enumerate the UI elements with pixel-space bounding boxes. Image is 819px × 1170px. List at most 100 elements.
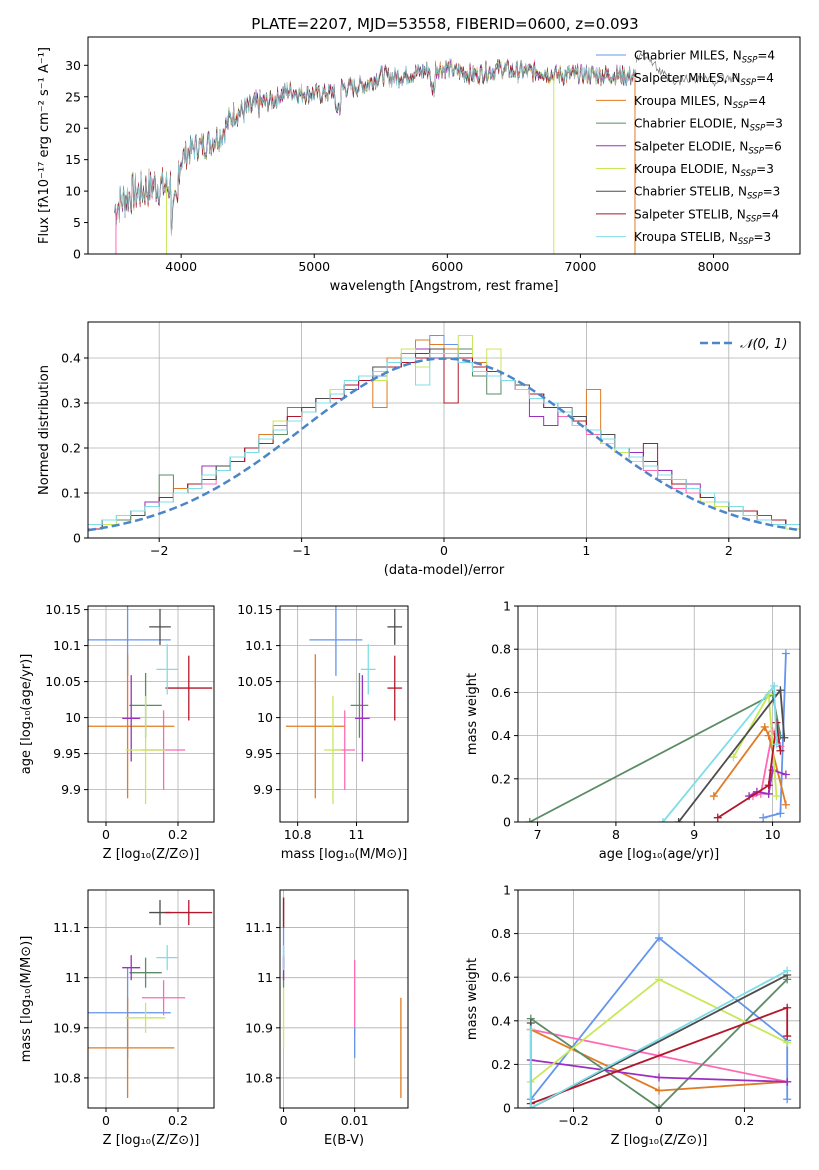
- weight-marker: [776, 746, 785, 755]
- weight-marker: [783, 1003, 792, 1012]
- legend-text: Chabrier MILES, N: [634, 49, 742, 63]
- x-tick-label: 6000: [431, 259, 463, 274]
- y-axis-label: mass weight: [465, 958, 480, 1040]
- y-tick-label: 0: [73, 247, 81, 262]
- y-tick-label: 0.6: [491, 970, 511, 985]
- y-tick-label: 0.4: [61, 351, 81, 366]
- x-tick-label: 4000: [165, 259, 197, 274]
- legend-suffix: =6: [764, 139, 782, 153]
- mass-vs-extinction-panel: 0 0.01 10.8 10.9 11 11.1 E(B-V): [245, 889, 409, 1148]
- weight-marker: [655, 1104, 663, 1108]
- histogram-step: [88, 353, 800, 538]
- legend-label: Kroupa MILES, NSSP=4: [634, 94, 766, 111]
- y-tick-label: 0.4: [491, 1013, 511, 1028]
- axes-frame: [517, 605, 801, 823]
- legend-text: Kroupa MILES, N: [634, 94, 733, 108]
- y-tick-label: 1: [503, 599, 511, 614]
- weight-marker: [772, 740, 781, 749]
- x-axis-label: E(B-V): [324, 1133, 364, 1148]
- legend-suffix: =3: [763, 185, 781, 199]
- legend-subscript: SSP: [741, 169, 757, 179]
- x-axis-label: mass [log₁₀(M/M⊙)]: [281, 847, 408, 862]
- weight-marker: [709, 792, 718, 801]
- weight-marker: [776, 809, 785, 818]
- y-tick-label: 10.05: [45, 674, 81, 689]
- plot-area: [525, 649, 790, 822]
- mass-vs-metallicity-panel: 0 0.2 10.8 10.9 11 11.1 Z [log₁₀(Z/Z⊙)] mass [l…: [19, 889, 215, 1148]
- y-tick-label: 10.9: [245, 1020, 273, 1035]
- y-tick-label: 10: [257, 710, 273, 725]
- y-tick-label: 10.15: [237, 602, 273, 617]
- x-tick-label: 10: [765, 827, 781, 842]
- axes-frame: [87, 605, 215, 823]
- y-tick-label: 0.6: [491, 685, 511, 700]
- y-tick-label: 0.3: [61, 396, 81, 411]
- weight-vs-age-panel: 7 8 9 10 0 0.2 0.4 0.6 0.8 1 age [log₁₀(age/yr)] ma…: [465, 599, 801, 862]
- weight-marker: [713, 813, 722, 822]
- weight-marker: [764, 789, 773, 798]
- weight-marker: [759, 813, 768, 822]
- x-tick-label: 0.2: [168, 827, 188, 842]
- y-tick-label: 10.15: [45, 602, 81, 617]
- legend-text: Chabrier STELIB, N: [634, 185, 747, 199]
- weight-marker: [783, 1077, 792, 1086]
- weight-marker: [783, 966, 792, 975]
- y-tick-label: 20: [65, 121, 81, 136]
- y-tick-label: 10.9: [53, 1020, 81, 1035]
- weight-line: [717, 722, 782, 819]
- weight-marker: [674, 818, 683, 822]
- y-tick-label: 10.1: [245, 638, 273, 653]
- legend-suffix: =3: [756, 162, 774, 176]
- weight-vs-metallicity-panel: −0.2 0 0.2 0 0.2 0.4 0.6 0.8 1 Z [log₁₀(Z/Z⊙)] mas…: [465, 883, 801, 1148]
- legend-label: 𝒩(0, 1): [740, 337, 787, 352]
- x-axis-label: age [log₁₀(age/yr)]: [599, 847, 720, 862]
- y-tick-label: 10.8: [245, 1070, 273, 1085]
- x-tick-label: 0: [102, 1113, 110, 1128]
- x-tick-label: 0: [280, 1113, 288, 1128]
- y-tick-label: 10: [65, 710, 81, 725]
- x-tick-label: 0: [440, 543, 448, 558]
- legend-subscript: SSP: [746, 214, 762, 224]
- axes-frame: [279, 605, 409, 823]
- x-tick-label: 0.2: [735, 1113, 755, 1128]
- x-tick-label: 0: [655, 1113, 663, 1128]
- plot-area: [526, 933, 792, 1108]
- weight-marker: [780, 733, 789, 742]
- legend-label: Salpeter STELIB, NSSP=4: [634, 207, 779, 224]
- legend-text: Salpeter ELODIE, N: [634, 139, 748, 153]
- x-tick-label: 1: [582, 543, 590, 558]
- x-axis-label: Z [log₁₀(Z/Z⊙)]: [611, 1133, 708, 1148]
- x-tick-label: 8: [612, 827, 620, 842]
- x-tick-label: 0.01: [341, 1113, 369, 1128]
- y-tick-label: 0: [503, 1101, 511, 1116]
- weight-marker: [655, 1073, 663, 1082]
- weight-marker: [526, 1025, 535, 1034]
- legend-label: Kroupa ELODIE, NSSP=3: [634, 162, 774, 179]
- y-axis-label: Flux [fλ10⁻¹⁷ erg cm⁻² s⁻¹ A⁻¹]: [37, 47, 52, 244]
- y-tick-label: 9.9: [61, 782, 81, 797]
- weight-marker: [655, 975, 663, 984]
- y-tick-label: 10.8: [53, 1070, 81, 1085]
- y-axis-label: mass [log₁₀(M/M⊙)]: [19, 936, 34, 1063]
- x-tick-label: −1: [292, 543, 310, 558]
- weight-marker: [783, 1095, 792, 1104]
- weight-marker: [760, 722, 769, 731]
- x-tick-label: −2: [150, 543, 168, 558]
- legend-subscript: SSP: [741, 78, 757, 88]
- y-tick-label: 9.95: [245, 746, 273, 761]
- weight-marker: [764, 781, 773, 790]
- x-axis-label: wavelength [Angstrom, rest frame]: [330, 279, 559, 294]
- weight-line: [530, 936, 789, 1100]
- legend-subscript: SSP: [748, 146, 764, 156]
- x-tick-label: 7000: [565, 259, 597, 274]
- legend-suffix: =3: [754, 230, 772, 244]
- x-tick-label: 2: [725, 543, 733, 558]
- weight-marker: [783, 1032, 792, 1041]
- y-tick-label: 1: [503, 883, 511, 898]
- y-tick-label: 30: [65, 58, 81, 73]
- figure-title: PLATE=2207, MJD=53558, FIBERID=0600, z=0…: [251, 15, 638, 33]
- x-tick-label: 11: [349, 827, 365, 842]
- y-axis-label: Normed distribution: [37, 365, 52, 495]
